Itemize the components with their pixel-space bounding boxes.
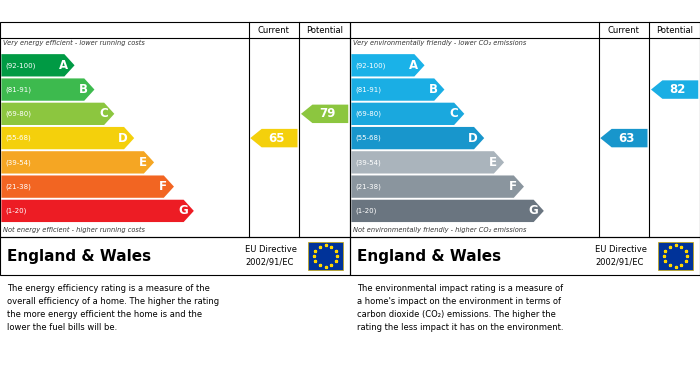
Text: F: F xyxy=(509,180,517,193)
Text: C: C xyxy=(99,108,108,120)
Text: (1-20): (1-20) xyxy=(356,208,377,214)
Polygon shape xyxy=(301,105,349,123)
Text: (55-68): (55-68) xyxy=(356,135,382,142)
Polygon shape xyxy=(351,103,464,125)
Text: 79: 79 xyxy=(319,108,336,120)
Bar xyxy=(658,242,693,270)
Text: EU Directive
2002/91/EC: EU Directive 2002/91/EC xyxy=(595,245,647,267)
Text: Potential: Potential xyxy=(306,25,343,34)
Text: Potential: Potential xyxy=(656,25,693,34)
Text: Very energy efficient - lower running costs: Very energy efficient - lower running co… xyxy=(3,40,145,47)
Polygon shape xyxy=(1,79,95,101)
Polygon shape xyxy=(351,176,524,198)
Text: C: C xyxy=(449,108,458,120)
Text: E: E xyxy=(489,156,497,169)
Text: (1-20): (1-20) xyxy=(6,208,27,214)
Polygon shape xyxy=(1,127,134,149)
Text: England & Wales: England & Wales xyxy=(7,249,151,264)
Text: G: G xyxy=(528,204,538,217)
Text: Not energy efficient - higher running costs: Not energy efficient - higher running co… xyxy=(3,227,145,233)
Text: A: A xyxy=(409,59,418,72)
Text: D: D xyxy=(118,132,128,145)
Text: D: D xyxy=(468,132,478,145)
Text: The energy efficiency rating is a measure of the
overall efficiency of a home. T: The energy efficiency rating is a measur… xyxy=(7,284,219,332)
Text: (81-91): (81-91) xyxy=(356,86,382,93)
Text: (92-100): (92-100) xyxy=(356,62,386,68)
Text: B: B xyxy=(79,83,88,96)
Text: Environmental Impact (CO₂) Rating: Environmental Impact (CO₂) Rating xyxy=(355,6,574,16)
Polygon shape xyxy=(1,176,174,198)
Polygon shape xyxy=(351,151,504,174)
Text: Current: Current xyxy=(258,25,290,34)
Text: 82: 82 xyxy=(669,83,686,96)
Text: (81-91): (81-91) xyxy=(6,86,32,93)
Text: Energy Efficiency Rating: Energy Efficiency Rating xyxy=(6,6,158,16)
Text: A: A xyxy=(59,59,68,72)
Polygon shape xyxy=(601,129,648,147)
Text: (69-80): (69-80) xyxy=(356,111,382,117)
Polygon shape xyxy=(651,81,699,99)
Text: 63: 63 xyxy=(619,132,635,145)
Text: Current: Current xyxy=(608,25,640,34)
Polygon shape xyxy=(351,79,444,101)
Text: 65: 65 xyxy=(269,132,285,145)
Text: G: G xyxy=(178,204,188,217)
Text: Very environmentally friendly - lower CO₂ emissions: Very environmentally friendly - lower CO… xyxy=(353,40,526,47)
Polygon shape xyxy=(1,54,74,77)
Text: EU Directive
2002/91/EC: EU Directive 2002/91/EC xyxy=(245,245,297,267)
Text: (92-100): (92-100) xyxy=(6,62,36,68)
Text: Not environmentally friendly - higher CO₂ emissions: Not environmentally friendly - higher CO… xyxy=(353,227,526,233)
Polygon shape xyxy=(351,127,484,149)
Polygon shape xyxy=(251,129,298,147)
Text: (69-80): (69-80) xyxy=(6,111,32,117)
Polygon shape xyxy=(1,103,114,125)
Text: (21-38): (21-38) xyxy=(6,183,32,190)
Text: The environmental impact rating is a measure of
a home's impact on the environme: The environmental impact rating is a mea… xyxy=(357,284,564,332)
Polygon shape xyxy=(351,54,424,77)
Text: B: B xyxy=(429,83,438,96)
Bar xyxy=(308,242,343,270)
Text: (39-54): (39-54) xyxy=(356,159,382,166)
Polygon shape xyxy=(1,151,154,174)
Text: (21-38): (21-38) xyxy=(356,183,382,190)
Text: (39-54): (39-54) xyxy=(6,159,32,166)
Text: F: F xyxy=(159,180,167,193)
Text: E: E xyxy=(139,156,147,169)
Polygon shape xyxy=(1,200,194,222)
Text: (55-68): (55-68) xyxy=(6,135,32,142)
Polygon shape xyxy=(351,200,544,222)
Text: England & Wales: England & Wales xyxy=(357,249,501,264)
